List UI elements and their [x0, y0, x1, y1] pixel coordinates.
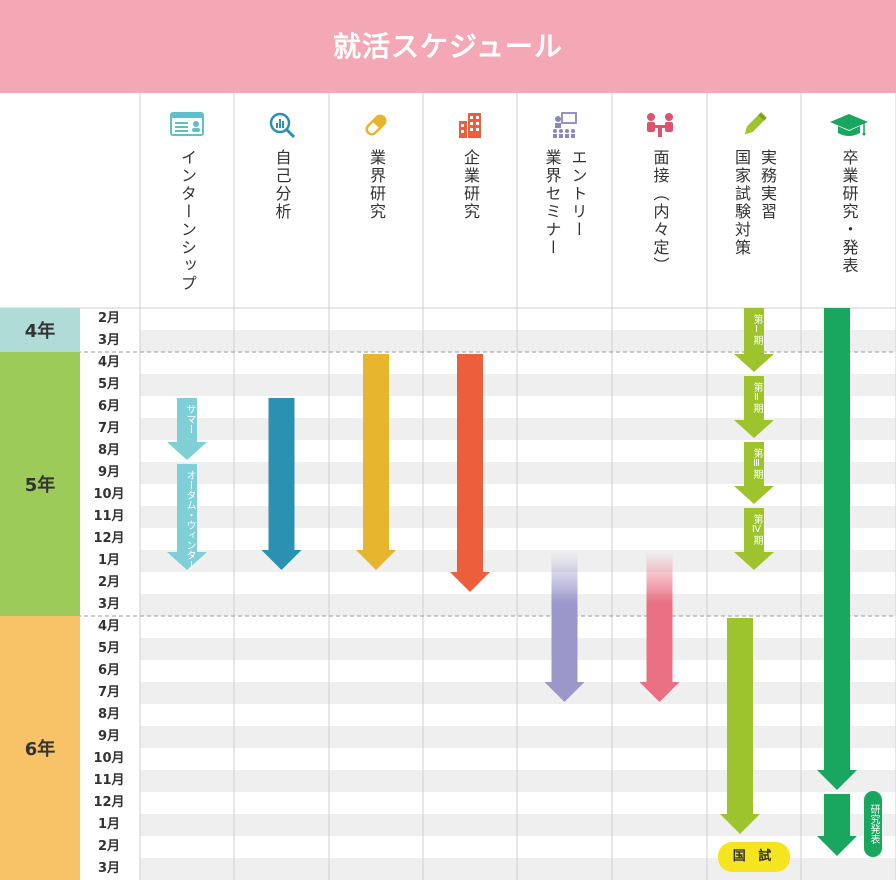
column-header-practice: 実務実習 国家試験対策 [707, 93, 801, 307]
month-label: 3月 [97, 597, 121, 612]
phase-label: 第Ⅰ期 [751, 314, 762, 345]
year-block [0, 616, 80, 880]
column-header-interview: 面接（内々定） [612, 93, 707, 307]
graduation-cap-icon [801, 111, 896, 141]
page-title: 就活スケジュール [332, 30, 564, 63]
schedule-arrow-practice [720, 618, 760, 834]
column-label: インターンシップ [178, 149, 197, 293]
phase-label: 第Ⅳ期 [751, 514, 762, 545]
column-label: 卒業研究・発表 [839, 149, 859, 275]
month-label: 4月 [97, 619, 121, 634]
schedule-arrow-practice [734, 308, 774, 372]
column-label: 企業研究 [461, 149, 480, 221]
month-label: 9月 [97, 729, 121, 744]
phase-label: 第Ⅱ期 [751, 382, 762, 413]
year-block [0, 308, 80, 352]
month-label: 10月 [93, 487, 125, 502]
building-icon [423, 111, 517, 141]
column-label-group: 自己分析 [234, 149, 329, 221]
year-block [0, 352, 80, 616]
schedule-arrow-graduation [817, 794, 857, 856]
column-label: 業界研究 [367, 149, 386, 221]
title-bar: 就活スケジュール [0, 0, 896, 93]
research-presentation-badge: 研究発表 [864, 791, 882, 857]
month-label: 6月 [97, 663, 121, 678]
month-label: 12月 [93, 531, 125, 546]
month-label: 4月 [97, 355, 121, 370]
schedule-arrow-company-research [450, 354, 490, 592]
month-label: 5月 [97, 377, 121, 392]
phase-label: 第Ⅲ期 [751, 448, 762, 479]
column-header-graduation: 卒業研究・発表 [801, 93, 896, 307]
column-label-group: エントリー 業界セミナー [517, 149, 612, 257]
schedule-arrow-practice [734, 442, 774, 504]
month-label: 12月 [93, 795, 125, 810]
schedule-arrow-practice [734, 376, 774, 438]
column-label-group: 卒業研究・発表 [801, 149, 896, 275]
month-label: 8月 [97, 707, 121, 722]
year-label: 4年 [24, 321, 56, 342]
schedule-arrow-graduation [817, 308, 857, 790]
month-label: 2月 [97, 311, 121, 326]
column-label: 自己分析 [272, 149, 292, 221]
column-header-self-analysis: 自己分析 [234, 93, 329, 307]
pencil-icon [707, 111, 801, 141]
column-label-group: 業界研究 [329, 149, 423, 221]
month-label: 2月 [97, 839, 121, 854]
month-label: 9月 [97, 465, 121, 480]
magnifier-chart-icon [234, 111, 329, 141]
month-label: 7月 [97, 421, 121, 436]
schedule-arrow-internship [167, 398, 207, 460]
column-label-group: インターンシップ [140, 149, 234, 293]
month-label: 1月 [97, 817, 121, 832]
column-header-entry: エントリー 業界セミナー [517, 93, 612, 307]
month-label: 1月 [97, 553, 121, 568]
column-header-internship: インターンシップ [140, 93, 234, 307]
national-exam-pill: 国 試 [718, 842, 790, 872]
column-label-group: 面接（内々定） [612, 149, 707, 275]
month-label: 6月 [97, 399, 121, 414]
month-label: 5月 [97, 641, 121, 656]
phase-label: サマー [184, 404, 195, 434]
year-label: 5年 [24, 475, 56, 496]
month-label: 10月 [93, 751, 125, 766]
month-label: 3月 [97, 333, 121, 348]
schedule-arrow-entry [544, 552, 585, 702]
id-card-icon [140, 111, 234, 141]
month-label: 8月 [97, 443, 121, 458]
column-label-group: 実務実習 国家試験対策 [707, 149, 801, 257]
schedule-arrow-interview [639, 552, 680, 702]
column-header-industry-research: 業界研究 [329, 93, 423, 307]
column-label: エントリー [568, 149, 588, 239]
column-label-group: 企業研究 [423, 149, 517, 221]
column-label: 業界セミナー [542, 149, 562, 257]
column-label: 実務実習 [758, 149, 777, 221]
schedule-arrow-internship [167, 464, 207, 570]
month-label: 7月 [97, 685, 121, 700]
capsule-icon [329, 111, 423, 141]
month-label: 11月 [93, 509, 125, 524]
schedule-arrow-practice [734, 508, 774, 570]
interview-icon [612, 111, 707, 141]
month-label: 11月 [93, 773, 125, 788]
column-header-company-research: 企業研究 [423, 93, 517, 307]
month-label: 2月 [97, 575, 121, 590]
year-label: 6年 [24, 739, 56, 760]
schedule-arrow-self-analysis [261, 398, 302, 570]
month-label: 3月 [97, 861, 121, 876]
seminar-icon [517, 111, 612, 141]
schedule-arrow-industry-research [356, 354, 396, 570]
phase-label: オータム・ウィンター [184, 470, 195, 570]
column-label: 面接（内々定） [650, 149, 670, 275]
column-label: 国家試験対策 [732, 149, 751, 257]
